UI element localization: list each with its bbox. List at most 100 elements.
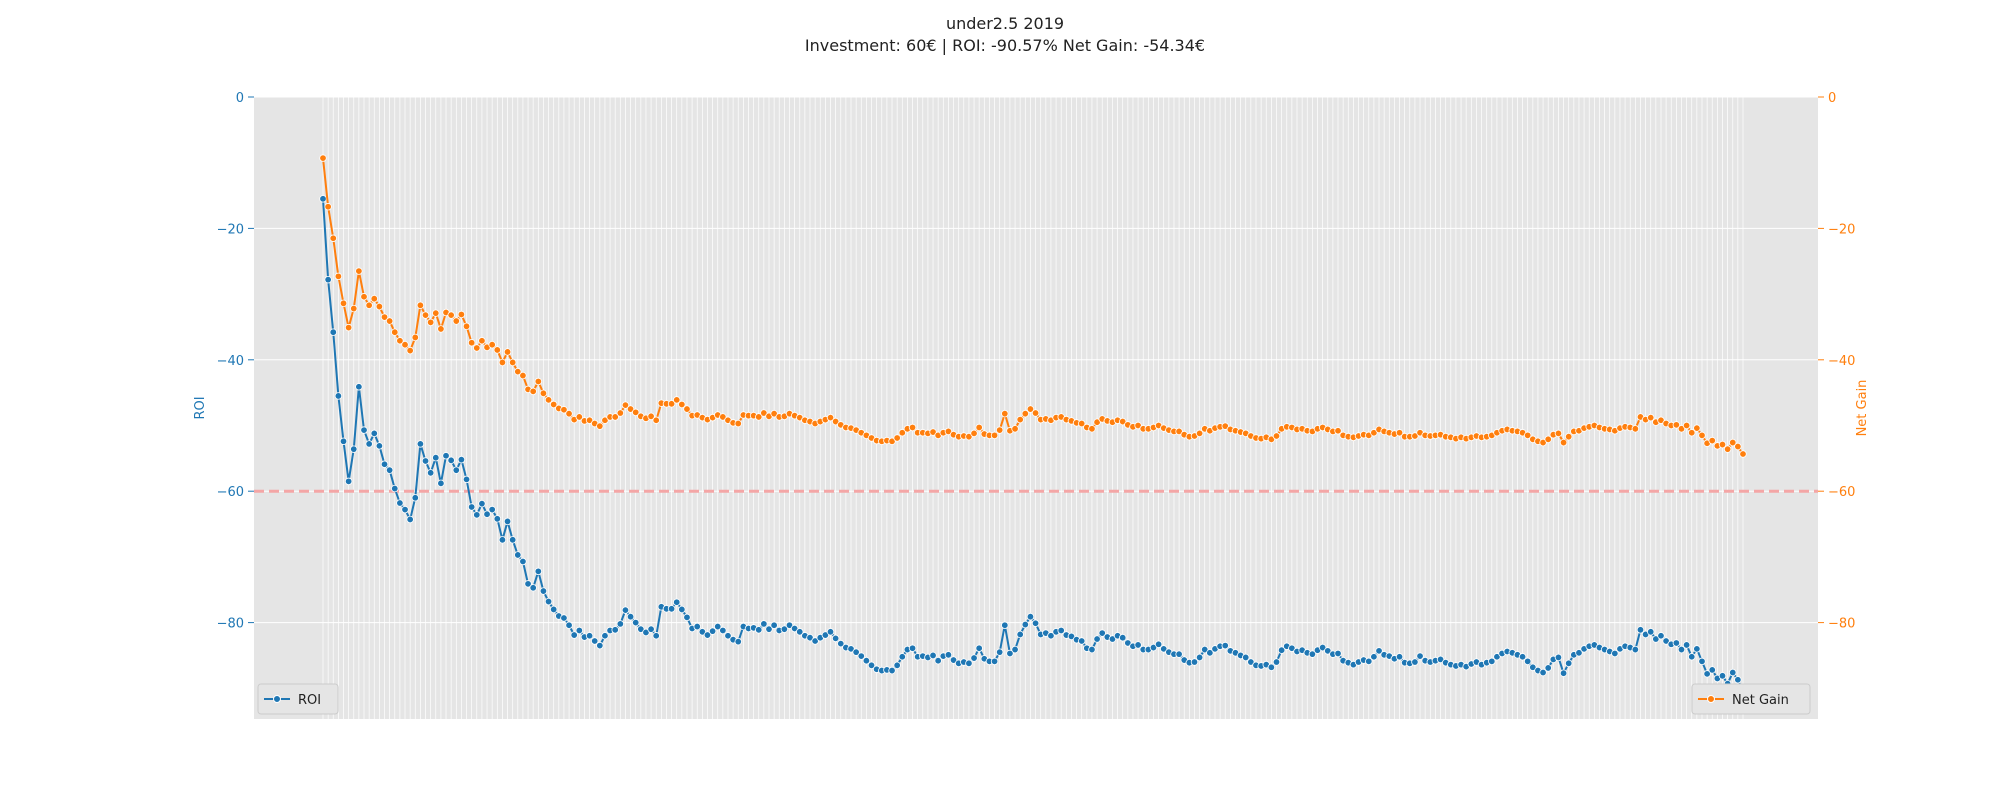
roi-point: [401, 505, 409, 514]
net-gain-point: [601, 416, 609, 424]
roi-point: [534, 567, 543, 576]
roi-point: [1554, 653, 1563, 662]
roi-point: [508, 536, 517, 544]
net-gain-series: [319, 154, 1747, 458]
roi-point: [442, 452, 450, 460]
net-gain-point: [770, 409, 778, 418]
net-gain-point: [503, 348, 512, 356]
roi-point: [790, 624, 799, 633]
roi-point: [1436, 655, 1445, 664]
net-gain-point: [908, 423, 917, 432]
net-gain-point: [375, 302, 384, 311]
roi-point: [1334, 649, 1342, 658]
net-gain-point: [1544, 435, 1552, 443]
roi-point: [1047, 632, 1055, 640]
roi-point: [426, 469, 435, 477]
net-gain-point: [1370, 429, 1378, 437]
net-gain-point: [498, 358, 507, 367]
roi-point: [1324, 647, 1332, 655]
right-tick-label: −20: [1828, 222, 1855, 237]
roi-point: [862, 657, 871, 665]
roi-point: [1088, 645, 1096, 654]
roi-point: [1093, 635, 1101, 643]
roi-point: [760, 620, 768, 628]
net-gain-point: [929, 428, 937, 436]
roi-point: [601, 632, 609, 640]
plot-background: [254, 97, 1818, 719]
net-gain-point: [421, 311, 430, 319]
roi-point: [1652, 635, 1660, 643]
roi-point: [1016, 630, 1024, 639]
net-gain-point: [560, 406, 568, 414]
net-gain-point: [329, 234, 337, 242]
net-gain-point: [355, 267, 363, 275]
chart-title: under2.5 2019: [946, 14, 1064, 33]
roi-point: [391, 484, 399, 493]
roi-point: [1539, 668, 1547, 677]
roi-point: [1267, 663, 1276, 671]
net-gain-point: [621, 401, 630, 409]
roi-point: [806, 634, 814, 642]
net-gain-point: [549, 400, 558, 409]
left-tick-label: 0: [236, 91, 244, 106]
roi-point: [632, 618, 640, 627]
net-gain-point: [339, 299, 348, 307]
roi-point: [867, 661, 876, 669]
roi-point: [560, 614, 568, 622]
roi-point: [852, 648, 860, 656]
net-gain-point: [565, 409, 573, 418]
roi-point: [483, 510, 491, 518]
net-gain-point: [534, 377, 543, 386]
legend-net-gain: Net Gain: [1691, 683, 1811, 715]
roi-point: [1031, 619, 1040, 627]
roi-point: [570, 631, 578, 639]
right-tick-label: −60: [1828, 485, 1855, 500]
roi-point: [1518, 653, 1527, 661]
net-gain-point: [678, 400, 686, 409]
legend-roi-marker: [273, 695, 281, 703]
roi-point: [1011, 645, 1019, 654]
left-y-axis-ticks: 0 −20 −40 −60 −80: [217, 91, 254, 632]
net-gain-point: [626, 405, 635, 413]
roi-point: [1057, 626, 1065, 635]
roi-point: [1149, 643, 1158, 652]
roi-point: [1288, 644, 1296, 652]
roi-point: [673, 598, 681, 606]
net-gain-point: [370, 295, 378, 303]
roi-point: [990, 657, 999, 666]
roi-point: [934, 657, 942, 665]
roi-point: [421, 457, 430, 465]
net-gain-point: [1647, 413, 1655, 422]
net-gain-point: [508, 358, 517, 367]
roi-point: [1488, 657, 1496, 666]
roi-point: [1119, 634, 1127, 642]
legend-net-gain-label: Net Gain: [1732, 693, 1789, 708]
net-gain-point: [898, 429, 906, 437]
roi-point: [683, 613, 691, 622]
net-gain-point: [334, 272, 343, 281]
roi-point: [1523, 657, 1532, 666]
roi-point: [452, 466, 460, 474]
left-tick-label: −80: [217, 617, 244, 632]
net-gain-point: [990, 431, 999, 440]
net-gain-point: [596, 422, 604, 430]
roi-point: [514, 551, 522, 559]
roi-point: [847, 645, 855, 653]
right-tick-label: −80: [1828, 617, 1855, 632]
roi-point: [503, 517, 512, 526]
roi-point: [826, 628, 835, 636]
net-gain-point: [1011, 425, 1019, 433]
left-tick-label: −40: [217, 354, 244, 369]
legend-roi-label: ROI: [298, 693, 321, 708]
roi-point: [1077, 637, 1086, 645]
net-gain-point: [575, 413, 584, 421]
net-gain-point: [1031, 409, 1040, 417]
net-gain-point: [1395, 429, 1404, 437]
roi-point: [339, 437, 348, 445]
net-gain-point: [452, 317, 460, 325]
roi-point: [1395, 653, 1404, 661]
net-gain-point: [1708, 436, 1716, 445]
net-gain-point: [457, 310, 466, 319]
roi-point: [447, 456, 455, 465]
